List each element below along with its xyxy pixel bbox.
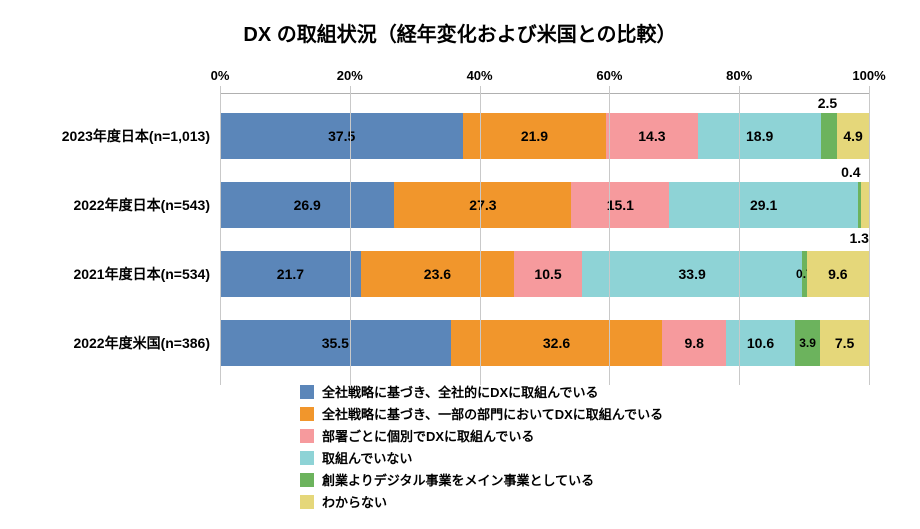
legend-label: 創業よりデジタル事業をメイン事業としている: [322, 470, 594, 489]
bar-row: 2022年度日本(n=543)26.927.315.129.10.41.3: [220, 182, 869, 228]
legend: 全社戦略に基づき、全社的にDXに取組んでいる全社戦略に基づき、一部の部門において…: [300, 382, 880, 511]
legend-label: 全社戦略に基づき、一部の部門においてDXに取組んでいる: [322, 404, 663, 423]
category-label: 2022年度日本(n=543): [30, 195, 210, 215]
bar-segment: 14.3: [606, 113, 699, 159]
bar-segment: 10.6: [726, 320, 795, 366]
value-label: 35.5: [322, 335, 349, 351]
value-label: 14.3: [638, 128, 665, 144]
stacked-bar: 21.723.610.533.90.79.6: [220, 251, 869, 297]
value-label: 7.5: [835, 335, 854, 351]
value-label: 37.5: [328, 128, 355, 144]
value-label: 10.5: [534, 266, 561, 282]
value-label: 9.8: [685, 335, 704, 351]
bar-segment: 9.6: [807, 251, 869, 297]
bar-segment: 32.6: [451, 320, 663, 366]
category-label: 2022年度米国(n=386): [30, 333, 210, 353]
legend-swatch: [300, 385, 314, 399]
bar-segment: 23.6: [361, 251, 514, 297]
bar-segment: 15.1: [571, 182, 669, 228]
value-label: 27.3: [469, 197, 496, 213]
legend-item: 創業よりデジタル事業をメイン事業としている: [300, 470, 880, 489]
legend-label: 全社戦略に基づき、全社的にDXに取組んでいる: [322, 382, 599, 401]
legend-label: 部署ごとに個別でDXに取組んでいる: [322, 426, 534, 445]
chart-container: DX の取組状況（経年変化および米国との比較） 2023年度日本(n=1,013…: [0, 0, 920, 529]
value-label: 0.4: [841, 164, 860, 180]
axis-tick-label: 40%: [467, 68, 493, 83]
plot-area: 2023年度日本(n=1,013)37.521.914.318.92.54.92…: [40, 65, 880, 385]
bar-segment: 2.5: [821, 113, 837, 159]
bar-segment: 9.8: [662, 320, 726, 366]
axis-tick-label: 80%: [726, 68, 752, 83]
bar-rows: 2023年度日本(n=1,013)37.521.914.318.92.54.92…: [220, 102, 869, 377]
gridline: [220, 86, 221, 385]
legend-swatch: [300, 473, 314, 487]
legend-swatch: [300, 495, 314, 509]
bar-segment: 10.5: [514, 251, 582, 297]
gridline: [739, 86, 740, 385]
legend-label: 取組んでいない: [322, 448, 412, 467]
bar-segment: 18.9: [698, 113, 821, 159]
stacked-bar: 35.5 32.6 9.8 10.6 3.9 7.5: [220, 320, 869, 366]
value-label: 33.9: [679, 266, 706, 282]
gridline: [869, 86, 870, 385]
value-label: 10.6: [747, 335, 774, 351]
value-label: 4.9: [843, 128, 862, 144]
bar-row: 2022年度米国(n=386)35.532.69.810.63.97.5: [220, 320, 869, 366]
legend-item: 全社戦略に基づき、全社的にDXに取組んでいる: [300, 382, 880, 401]
legend-item: 部署ごとに個別でDXに取組んでいる: [300, 426, 880, 445]
value-label: 3.9: [799, 336, 816, 350]
bar-segment: 35.5: [220, 320, 451, 366]
chart-title: DX の取組状況（経年変化および米国との比較）: [0, 18, 920, 47]
value-label: 29.1: [750, 197, 777, 213]
bar-segment: 27.3: [394, 182, 571, 228]
stacked-bar: 26.927.315.129.10.41.3: [220, 182, 869, 228]
category-label: 2021年度日本(n=534): [30, 264, 210, 284]
axis-tick-label: 60%: [596, 68, 622, 83]
legend-swatch: [300, 451, 314, 465]
axis-tick-label: 100%: [852, 68, 885, 83]
legend-item: 取組んでいない: [300, 448, 880, 467]
legend-label: わからない: [322, 492, 387, 511]
value-label: 18.9: [746, 128, 773, 144]
value-label: 9.6: [828, 266, 847, 282]
gridline: [350, 86, 351, 385]
category-label: 2023年度日本(n=1,013): [30, 126, 210, 146]
bar-segment: 26.9: [220, 182, 394, 228]
value-label: 2.5: [818, 95, 837, 111]
legend-item: 全社戦略に基づき、一部の部門においてDXに取組んでいる: [300, 404, 880, 423]
bar-segment: 37.5: [220, 113, 463, 159]
bar-segment: 1.3: [861, 182, 869, 228]
value-label: 15.1: [607, 197, 634, 213]
value-label: 1.3: [849, 230, 868, 246]
axis-tick-label: 20%: [337, 68, 363, 83]
axis-tick-label: 0%: [211, 68, 230, 83]
value-label: 32.6: [543, 335, 570, 351]
value-label: 21.9: [521, 128, 548, 144]
bar-segment: 33.9: [582, 251, 802, 297]
bar-segment: 29.1: [669, 182, 858, 228]
gridline: [480, 86, 481, 385]
legend-swatch: [300, 429, 314, 443]
bar-segment: 21.9: [463, 113, 605, 159]
bar-segment: 7.5: [820, 320, 869, 366]
stacked-bar: 37.5 21.9 14.3 18.9 2.5 4.9: [220, 113, 869, 159]
bar-segment: 3.9: [795, 320, 820, 366]
legend-item: わからない: [300, 492, 880, 511]
value-label: 23.6: [424, 266, 451, 282]
bar-row: 2021年度日本(n=534)21.723.610.533.90.79.6: [220, 251, 869, 297]
legend-swatch: [300, 407, 314, 421]
bar-segment: 21.7: [220, 251, 361, 297]
bar-row: 2023年度日本(n=1,013)37.521.914.318.92.54.9: [220, 113, 869, 159]
bar-segment: 4.9: [837, 113, 869, 159]
value-label: 21.7: [277, 266, 304, 282]
value-label: 26.9: [294, 197, 321, 213]
gridline: [609, 86, 610, 385]
plot-inner: 2023年度日本(n=1,013)37.521.914.318.92.54.92…: [220, 93, 870, 385]
